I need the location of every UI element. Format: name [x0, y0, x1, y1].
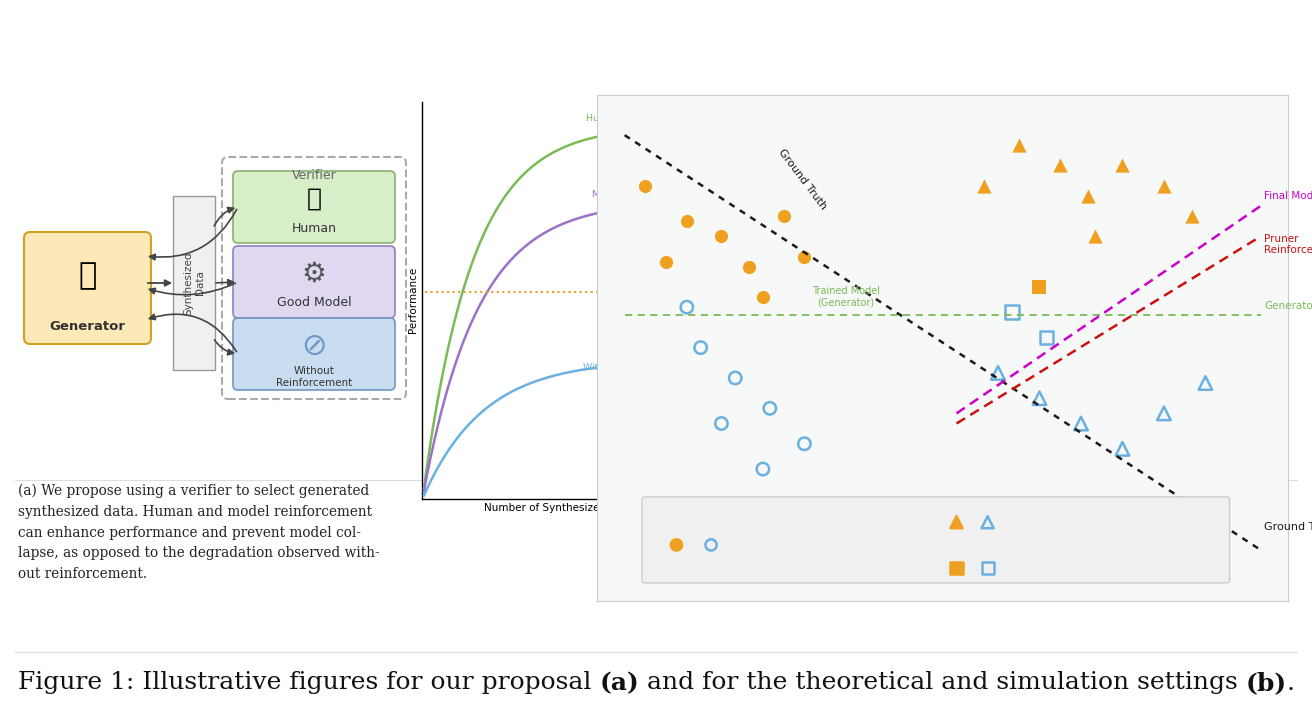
Text: Discarded Synthesized Data: Discarded Synthesized Data	[1012, 563, 1169, 573]
Point	[1181, 210, 1202, 222]
Text: 🦙: 🦙	[79, 261, 97, 290]
Point	[1113, 159, 1134, 171]
FancyBboxPatch shape	[234, 246, 395, 318]
Point	[1036, 332, 1057, 344]
Point	[1008, 140, 1029, 151]
Text: Selected Synthesized Data: Selected Synthesized Data	[1012, 517, 1162, 527]
Text: .: .	[1287, 671, 1295, 695]
Point	[1195, 377, 1216, 389]
Point	[794, 438, 815, 450]
Point	[677, 301, 698, 313]
Point	[752, 291, 773, 303]
Text: and for the theoretical and simulation settings: and for the theoretical and simulation s…	[639, 671, 1246, 695]
Text: Generator: Generator	[644, 280, 693, 288]
Point	[690, 342, 711, 354]
Point	[1113, 443, 1134, 454]
Point	[1050, 159, 1071, 171]
Text: Without
Reinforcement: Without Reinforcement	[276, 366, 352, 388]
Text: ⚙: ⚙	[302, 260, 327, 288]
FancyBboxPatch shape	[24, 232, 151, 344]
Text: Human: Human	[291, 221, 336, 234]
Text: Model Reinforcement: Model Reinforcement	[592, 190, 693, 199]
Point	[656, 256, 677, 267]
Point	[677, 215, 698, 227]
Point	[974, 180, 994, 191]
Point	[1153, 180, 1174, 191]
Point	[701, 539, 722, 551]
Point	[1077, 190, 1098, 202]
Point	[977, 562, 998, 574]
Point	[946, 562, 967, 574]
Point	[1001, 306, 1022, 318]
Text: Generator: Generator	[1265, 301, 1312, 311]
Text: ⊘: ⊘	[302, 331, 327, 360]
Text: Trained Model
(Generator): Trained Model (Generator)	[812, 285, 880, 307]
Text: Generator: Generator	[50, 320, 126, 333]
Text: Ground Truth: Ground Truth	[777, 147, 829, 211]
Text: Figure 1: Illustrative figures for our proposal: Figure 1: Illustrative figures for our p…	[18, 671, 600, 695]
Point	[635, 180, 656, 191]
Point	[946, 516, 967, 528]
FancyBboxPatch shape	[642, 497, 1229, 583]
FancyBboxPatch shape	[234, 171, 395, 243]
FancyBboxPatch shape	[234, 318, 395, 390]
Text: Synthesized
Data: Synthesized Data	[184, 251, 205, 314]
Text: Verifier: Verifier	[291, 169, 336, 182]
Text: (a) We propose using a verifier to select generated
synthesized data. Human and : (a) We propose using a verifier to selec…	[18, 484, 379, 581]
Point	[711, 418, 732, 430]
Point	[760, 403, 781, 414]
Y-axis label: Performance: Performance	[408, 267, 419, 333]
Text: Without Reinforcement
(Model Collapse): Without Reinforcement (Model Collapse)	[583, 363, 693, 383]
X-axis label: Number of Synthesized Data: Number of Synthesized Data	[484, 503, 634, 513]
Text: Good Model: Good Model	[277, 296, 352, 309]
Point	[666, 539, 687, 551]
Text: Pruner
Reinforcement: Pruner Reinforcement	[1265, 234, 1312, 256]
Point	[794, 250, 815, 262]
Point	[1071, 418, 1092, 430]
Point	[988, 367, 1009, 379]
Text: (b) In theory, we consider a Gaussian mixture
model with a linear generator and : (b) In theory, we consider a Gaussian mi…	[635, 484, 991, 560]
Point	[773, 210, 794, 222]
Text: Human Reinforcement: Human Reinforcement	[586, 114, 693, 124]
Text: Final Model: Final Model	[1265, 191, 1312, 201]
Text: (a): (a)	[600, 671, 639, 695]
Point	[1084, 231, 1105, 242]
Point	[1029, 392, 1050, 404]
Point	[752, 463, 773, 475]
Point	[977, 516, 998, 528]
Text: (b): (b)	[1246, 671, 1287, 695]
FancyBboxPatch shape	[173, 196, 215, 370]
Point	[1029, 281, 1050, 293]
Text: Ground Truth: Ground Truth	[1265, 522, 1312, 532]
Point	[724, 372, 745, 384]
Text: 👥: 👥	[307, 187, 321, 211]
Point	[1153, 408, 1174, 419]
Text: Original Data: Original Data	[735, 540, 810, 550]
Point	[711, 231, 732, 242]
Point	[739, 261, 760, 272]
